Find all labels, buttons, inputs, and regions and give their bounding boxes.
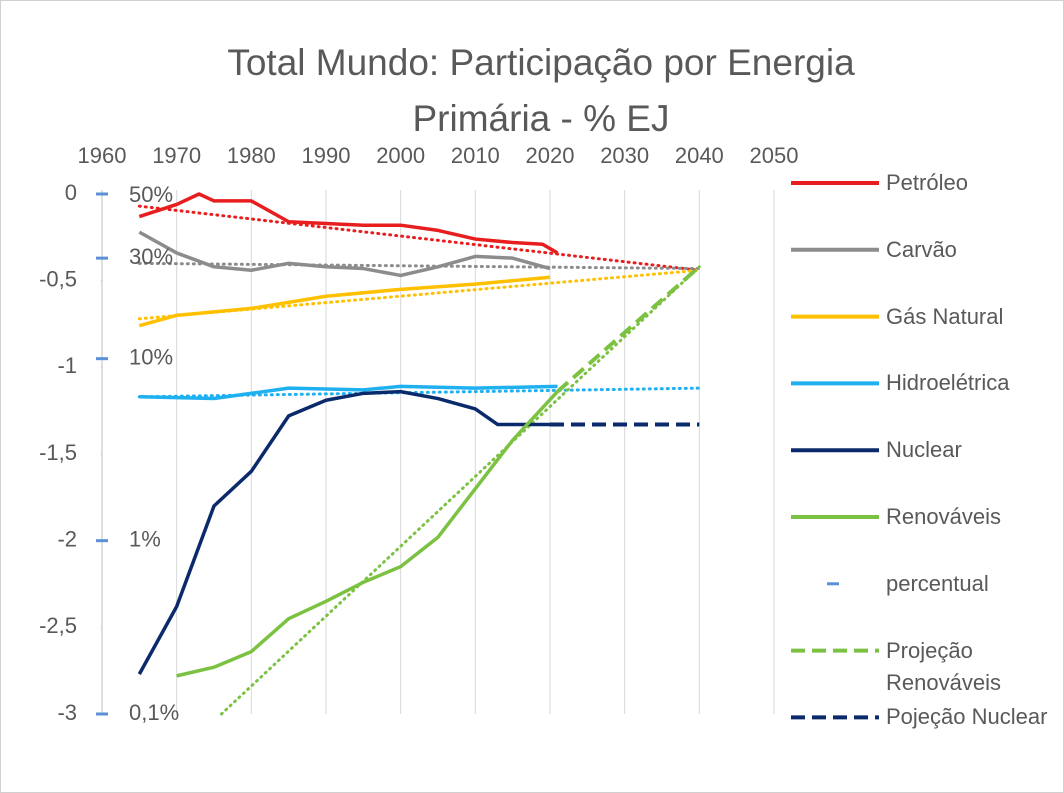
percent-label: 10% xyxy=(129,344,173,369)
trendline xyxy=(137,261,701,271)
percent-label: 0,1% xyxy=(129,700,179,725)
legend-label: Petróleo xyxy=(886,170,968,195)
y-tick-label: -3 xyxy=(57,700,77,725)
legend-label: Renováveis xyxy=(886,504,1001,529)
legend-label: percentual xyxy=(886,570,989,596)
trendline xyxy=(137,386,701,399)
x-tick-label: 2040 xyxy=(675,143,724,168)
series-line xyxy=(138,230,551,278)
percent-label: 1% xyxy=(129,526,161,551)
series-line xyxy=(139,384,558,401)
percent-label: 30% xyxy=(129,244,173,269)
series-line xyxy=(138,192,559,255)
legend-label: Projeção Renováveis xyxy=(886,637,1001,695)
y-tick-label: -2,5 xyxy=(39,613,77,638)
series-line xyxy=(556,265,701,394)
x-tick-label: 2050 xyxy=(750,143,799,168)
x-tick-label: 1960 xyxy=(78,143,127,168)
legend-label: Carvão xyxy=(886,236,957,262)
series-line xyxy=(138,275,551,328)
legend-label: Nuclear xyxy=(886,437,962,463)
x-tick-label: 1990 xyxy=(302,143,351,168)
y-tick-label: -2 xyxy=(57,526,77,551)
trendline xyxy=(219,265,701,716)
x-tick-label: 1970 xyxy=(152,143,201,168)
series-line xyxy=(137,389,550,675)
chart-title: Total Mundo: Participação por Energia Pr… xyxy=(227,42,855,139)
legend-label: Hidroelétrica xyxy=(886,370,1010,396)
legend-label: Gás Natural xyxy=(886,303,1004,329)
percent-label: 50% xyxy=(129,182,173,207)
y-tick-label: -1 xyxy=(57,353,77,378)
trendline xyxy=(137,204,701,272)
x-tick-label: 1980 xyxy=(227,143,276,168)
y-tick-label: -1,5 xyxy=(39,440,77,465)
series-line xyxy=(176,390,559,678)
legend-label: Pojeção Nuclear xyxy=(886,704,1048,730)
x-tick-label: 2010 xyxy=(451,143,500,168)
x-tick-label: 2020 xyxy=(526,143,575,168)
x-tick-label: 2000 xyxy=(376,143,425,168)
trendline xyxy=(137,268,701,321)
y-tick-label: 0 xyxy=(65,180,77,205)
x-tick-label: 2030 xyxy=(600,143,649,168)
y-tick-label: -0,5 xyxy=(39,266,77,291)
